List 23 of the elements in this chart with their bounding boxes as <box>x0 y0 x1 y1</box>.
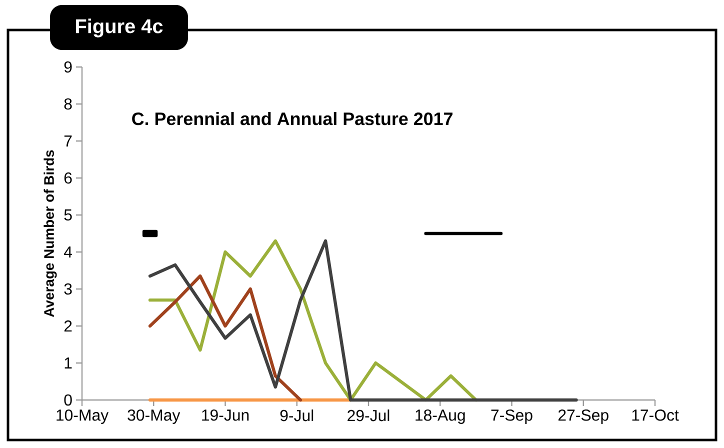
y-tick-label: 5 <box>64 209 72 221</box>
y-tick-label: 0 <box>64 394 72 406</box>
x-tick-label: 9-Jul <box>280 410 314 422</box>
x-tick-label: 19-Jun <box>202 410 249 421</box>
x-tick-label: 18-Aug <box>416 410 465 424</box>
x-tick-label: 27-Sep <box>558 410 608 424</box>
caption: Figure 4c <box>76 18 163 38</box>
text: C. Perennial and Annual Pasture 2017 <box>132 112 452 126</box>
x-tick-label: 7-Sep <box>491 410 532 424</box>
y-axis-title: Average Number of Birds <box>44 150 57 317</box>
y-tick-label: 1 <box>64 358 72 368</box>
y-tick-label: 9 <box>64 61 72 73</box>
x-tick-label: 10-May <box>56 410 109 424</box>
y-tick-label: 8 <box>64 98 72 110</box>
y-tick-label: 3 <box>64 283 72 295</box>
y-tick-label: 6 <box>64 172 72 184</box>
x-tick-label: 17-Oct <box>632 410 679 421</box>
y-tick-label: 7 <box>64 136 72 146</box>
x-tick-label: 30-May <box>128 410 180 424</box>
y-tick-label: 2 <box>64 320 72 332</box>
y-tick-label: 4 <box>64 246 72 258</box>
line-series <box>148 274 302 402</box>
x-tick-label: 29-Jul <box>348 410 390 422</box>
